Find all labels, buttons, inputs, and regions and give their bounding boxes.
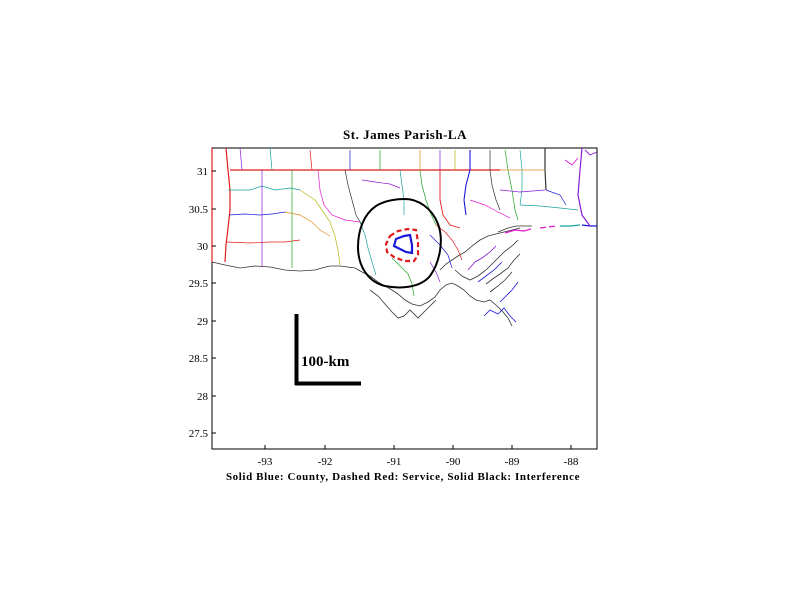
- interference-contour: [356, 197, 442, 289]
- x-tick-label: -89: [505, 456, 520, 468]
- plot-area: 100-km: [211, 147, 598, 450]
- service-contour: [384, 227, 420, 263]
- coverage-contours: [356, 197, 442, 289]
- coastline: [211, 225, 532, 327]
- chart-caption: Solid Blue: County, Dashed Red: Service,…: [226, 471, 580, 483]
- parish-boundaries: [226, 147, 579, 297]
- x-axis: -93 -92 -91 -90 -89 -88: [258, 445, 579, 468]
- y-tick-label: 30: [197, 241, 209, 253]
- scale-bar: 100-km: [294, 314, 361, 386]
- x-tick-label: -93: [258, 456, 273, 468]
- y-tick-label: 30.5: [189, 204, 209, 216]
- state-boundaries: [211, 147, 598, 263]
- y-tick-label: 29: [197, 316, 209, 328]
- plot-frame: [211, 147, 598, 450]
- y-tick-label: 28.5: [189, 353, 209, 365]
- y-tick-label: 29.5: [189, 278, 209, 290]
- scale-bar-label: 100-km: [301, 354, 350, 370]
- x-tick-label: -88: [564, 456, 579, 468]
- delta-marsh: [467, 245, 519, 323]
- y-tick-label: 27.5: [189, 428, 209, 440]
- chart-title: St. James Parish-LA: [343, 127, 467, 142]
- y-tick-label: 28: [197, 391, 209, 403]
- y-axis: 31 30.5 30 29.5 29 28.5 28 27.5: [189, 166, 216, 440]
- x-tick-label: -92: [318, 456, 333, 468]
- x-tick-label: -90: [446, 456, 461, 468]
- y-tick-label: 31: [197, 166, 208, 178]
- x-tick-label: -91: [387, 456, 402, 468]
- county-boundary: [392, 233, 414, 255]
